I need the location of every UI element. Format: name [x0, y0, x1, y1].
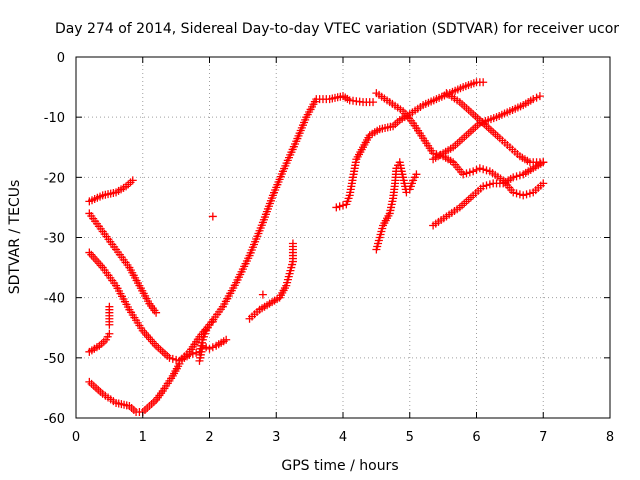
data-point: [465, 168, 474, 177]
data-point: [479, 78, 488, 87]
data-point: [202, 343, 211, 352]
data-point: [208, 343, 217, 352]
data-point: [479, 165, 488, 174]
data-point: [515, 171, 524, 180]
data-point: [512, 172, 521, 181]
x-tick-label: 2: [205, 430, 213, 445]
data-point: [152, 308, 161, 317]
x-tick-label: 6: [472, 430, 480, 445]
data-point: [522, 190, 531, 199]
series-arc-12: [332, 78, 488, 212]
data-point: [94, 259, 103, 268]
data-point: [539, 179, 548, 188]
data-point: [369, 98, 378, 107]
data-point: [482, 181, 491, 190]
data-point: [105, 329, 114, 338]
series-arc-9: [175, 92, 378, 365]
data-point: [462, 169, 471, 178]
ticks: [75, 56, 611, 419]
x-tick-label: 1: [139, 430, 147, 445]
y-tick-label: -30: [44, 232, 65, 247]
data-point: [539, 158, 548, 167]
y-tick-label: -20: [44, 171, 65, 186]
y-tick-label: -40: [44, 292, 65, 307]
y-axis-label: SDTVAR / TECUs: [7, 180, 23, 295]
data-point: [144, 333, 153, 342]
data-point: [105, 320, 114, 329]
data-point: [87, 250, 96, 259]
data-point: [148, 337, 157, 346]
data-point: [335, 202, 344, 211]
data-point: [288, 239, 297, 248]
data-point: [146, 335, 155, 344]
y-tick-labels: 0 -10 -20 -30 -40 -50 -60: [44, 51, 65, 427]
x-tick-label: 4: [339, 430, 347, 445]
data-point: [485, 180, 494, 189]
x-tick-label: 5: [406, 430, 414, 445]
x-tick-label: 7: [539, 430, 547, 445]
data-point: [128, 176, 137, 185]
y-tick-label: -60: [44, 412, 65, 427]
data-point: [150, 339, 159, 348]
series-arc-5: [105, 302, 114, 329]
data-point: [535, 92, 544, 101]
data-point: [91, 254, 100, 263]
series-arc-8: [195, 335, 231, 365]
data-points: [85, 78, 548, 416]
series-arc-16: [442, 89, 548, 167]
data-point: [519, 191, 528, 200]
x-tick-label: 8: [606, 430, 614, 445]
x-tick-labels: 0 1 2 3 4 5 6 7 8: [72, 430, 614, 445]
data-point: [222, 335, 231, 344]
series-arc-6: [85, 359, 184, 416]
data-point: [482, 166, 491, 175]
data-point: [509, 173, 518, 182]
data-point: [469, 167, 478, 176]
series-arc-15: [429, 92, 544, 164]
data-point: [339, 201, 347, 210]
x-tick-label: 3: [272, 430, 280, 445]
data-point: [140, 328, 149, 337]
data-point: [479, 182, 488, 191]
data-point: [142, 331, 151, 340]
data-point: [532, 93, 541, 102]
data-point: [475, 164, 484, 173]
data-point: [208, 212, 217, 221]
chart-title: Day 274 of 2014, Sidereal Day-to-day VTE…: [55, 21, 619, 37]
series-arc-1: [85, 176, 137, 206]
data-point: [515, 190, 524, 199]
data-point: [168, 354, 177, 363]
data-point: [192, 348, 201, 357]
series-arc-17: [429, 158, 548, 230]
series-arc-7: [208, 212, 217, 221]
data-point: [258, 290, 267, 299]
data-point: [412, 170, 421, 179]
data-point: [525, 189, 534, 198]
grid: [76, 57, 610, 418]
y-tick-label: 0: [57, 51, 65, 66]
data-point: [512, 189, 521, 198]
series-arc-14: [372, 158, 421, 254]
data-point: [472, 165, 481, 174]
data-point: [165, 353, 174, 362]
x-axis-label: GPS time / hours: [281, 458, 398, 474]
data-point: [529, 95, 538, 104]
data-point: [205, 344, 214, 353]
y-tick-label: -50: [44, 352, 65, 367]
data-point: [89, 252, 98, 261]
y-tick-label: -10: [44, 111, 65, 126]
x-tick-label: 0: [72, 430, 80, 445]
data-point: [509, 188, 518, 197]
series-arc-2: [85, 209, 161, 317]
data-point: [92, 257, 101, 266]
series-arc-10: [245, 239, 297, 323]
data-point: [332, 203, 341, 212]
series-arc-4: [85, 329, 114, 356]
data-point: [459, 170, 468, 179]
data-point: [198, 341, 207, 350]
data-point: [85, 248, 94, 257]
series-arc-11: [258, 290, 267, 299]
data-point: [96, 261, 105, 270]
